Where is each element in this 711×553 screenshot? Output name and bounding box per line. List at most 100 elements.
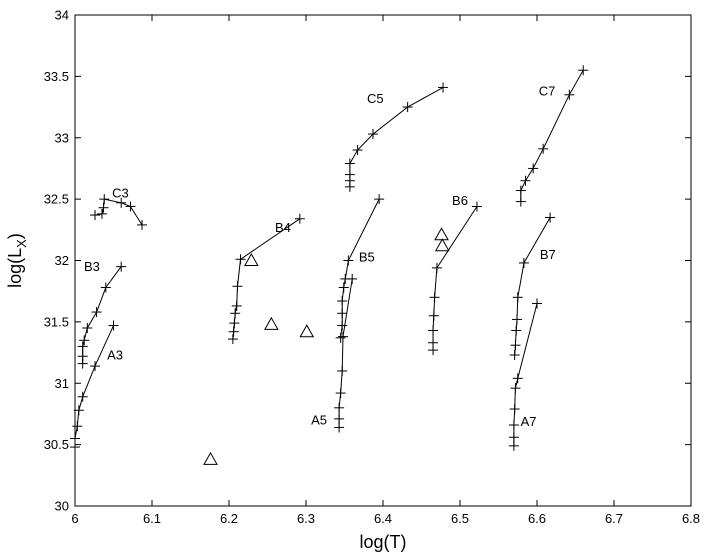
plus-marker [508, 432, 519, 443]
series-line [432, 206, 478, 351]
y-tick-label: 31.5 [44, 314, 69, 329]
series-label: A5 [311, 413, 327, 428]
plus-marker [77, 341, 88, 352]
series-triangles [203, 227, 450, 465]
plus-marker [515, 185, 526, 196]
plus-marker [99, 194, 110, 205]
series-label: C3 [112, 185, 129, 200]
plus-marker [344, 169, 355, 180]
x-tick-label: 6.6 [528, 511, 546, 526]
plus-marker [335, 332, 346, 343]
series-a5: A5 [311, 273, 358, 433]
plus-marker [91, 307, 102, 318]
y-axis-title: log(LX) [5, 233, 29, 288]
plus-marker [337, 365, 348, 376]
series-label: A3 [107, 348, 123, 363]
plus-marker [509, 404, 520, 415]
x-tick-label: 6.2 [220, 511, 238, 526]
plus-marker [510, 383, 521, 394]
y-axis-title-close: ) [5, 233, 25, 239]
plus-marker [230, 308, 241, 319]
series-line [74, 325, 114, 448]
x-tick-label: 6.8 [682, 511, 700, 526]
series-b3: B3 [77, 259, 127, 369]
x-tick-label: 6.7 [605, 511, 623, 526]
plus-marker [515, 196, 526, 207]
x-tick-label: 6.4 [374, 511, 392, 526]
plus-marker [108, 320, 119, 331]
plus-marker [338, 282, 349, 293]
triangle-marker [434, 238, 450, 252]
triangle-marker [243, 252, 259, 266]
plus-marker [90, 361, 101, 372]
triangle-marker [434, 227, 449, 241]
plot-frame [74, 14, 692, 507]
y-tick-label: 30.5 [44, 437, 69, 452]
plus-marker [402, 102, 413, 113]
plus-marker [229, 318, 240, 329]
plus-marker [343, 255, 354, 266]
y-tick-label: 32 [55, 253, 69, 268]
plus-marker [520, 175, 531, 186]
series-line [514, 217, 551, 356]
plus-marker [429, 292, 440, 303]
series-line [349, 86, 444, 187]
plus-marker [528, 163, 539, 174]
triangle-marker [203, 451, 218, 465]
x-tick-label: 6.1 [143, 511, 161, 526]
plus-marker [334, 422, 345, 433]
series-b6: B6 [428, 193, 482, 356]
plus-marker [367, 129, 378, 140]
plus-marker [231, 300, 242, 311]
series-c7: C7 [515, 65, 589, 207]
plus-marker [337, 296, 348, 307]
plus-marker [337, 320, 348, 331]
series-c3: C3 [90, 185, 147, 230]
plus-marker [232, 281, 243, 292]
plus-marker [235, 254, 246, 265]
x-tick-label: 6 [71, 511, 78, 526]
plus-marker [79, 335, 90, 346]
plus-marker [510, 340, 521, 351]
plus-marker [508, 419, 519, 430]
plus-marker [334, 402, 345, 413]
plus-marker [538, 143, 549, 154]
plus-marker [77, 351, 88, 362]
y-tick-label: 33 [55, 130, 69, 145]
plus-marker [72, 421, 83, 432]
plus-marker [511, 325, 522, 336]
plus-marker [428, 325, 439, 336]
plus-marker [337, 308, 348, 319]
plus-marker [564, 89, 575, 100]
y-tick-label: 33.5 [44, 69, 69, 84]
data-layer: A3 B3 C3 B4 A5 B5 C5 B6 A7 B7 C7 [70, 65, 589, 465]
x-tick-label: 6.3 [297, 511, 315, 526]
plus-marker [508, 440, 519, 451]
plus-marker [116, 261, 127, 272]
plus-marker [335, 388, 346, 399]
series-label: B7 [540, 247, 556, 262]
y-tick-label: 30 [55, 499, 69, 514]
plus-marker [337, 331, 348, 342]
plus-marker [431, 262, 442, 273]
triangle-marker [263, 316, 279, 330]
y-tick-label: 31 [55, 376, 69, 391]
axis-ticks: 6 6.1 6.2 6.3 6.4 6.5 6.6 6.7 6.8 30 30.5 31 31.5 32 3… [44, 8, 700, 527]
plus-marker [438, 82, 449, 93]
series-label: B6 [452, 193, 468, 208]
plus-marker [532, 298, 542, 309]
plus-marker [428, 310, 439, 321]
plus-marker [96, 208, 107, 219]
plus-marker [227, 334, 238, 345]
series-line [232, 218, 301, 340]
plus-marker [77, 391, 88, 402]
series-label: B4 [275, 220, 291, 235]
plus-marker [518, 257, 529, 268]
y-tick-label: 32.5 [44, 192, 69, 207]
plus-marker [428, 337, 439, 348]
plus-marker [578, 65, 589, 76]
plus-marker [228, 326, 239, 337]
plus-marker [509, 350, 520, 361]
y-axis-title-main: log(L [5, 248, 25, 288]
